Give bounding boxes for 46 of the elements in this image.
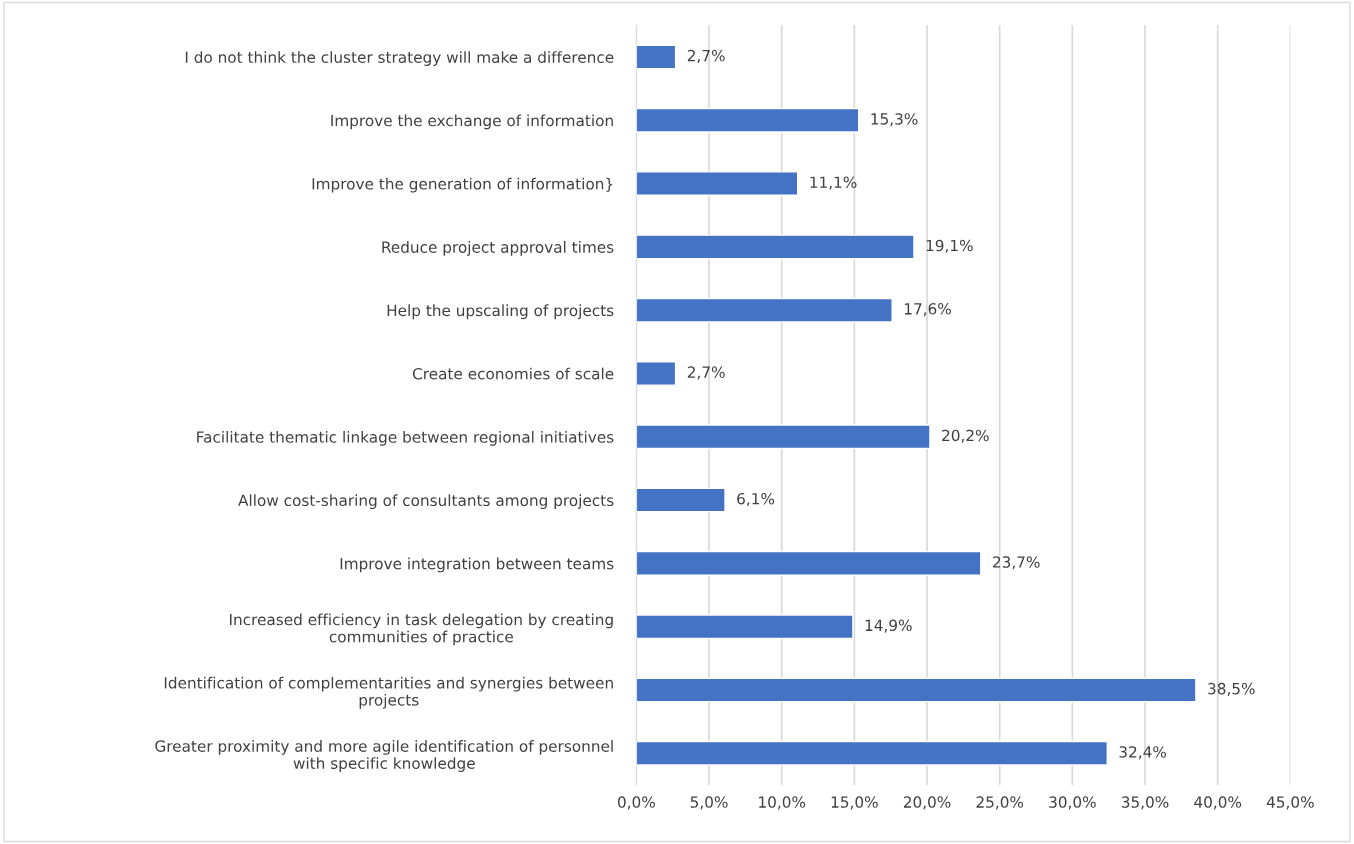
bar: [636, 677, 1197, 703]
bar: [636, 614, 854, 640]
data-label: 32,4%: [1119, 746, 1167, 760]
bar: [636, 107, 860, 133]
y-tick-label: Create economies of scale: [412, 367, 614, 380]
data-label: 38,5%: [1208, 682, 1255, 696]
data-label: 15,3%: [871, 113, 918, 127]
y-tick-label: Allow cost-sharing of consultants among projects: [238, 494, 614, 510]
bar: [636, 234, 915, 260]
y-tick-label: Greater proximity and more agile identification of personnel with specific knowledge: [155, 740, 613, 772]
x-tick-label: 15,0%: [831, 796, 878, 810]
data-label: 6,1%: [737, 492, 775, 507]
data-label: 14,9%: [865, 619, 912, 633]
y-tick-label: I do not think the cluster strategy will make a difference: [185, 51, 614, 66]
data-label: 19,1%: [926, 239, 973, 253]
y-tick-label: Identification of complementarities and synergies between projects: [164, 676, 613, 709]
y-tick-label: Improve integration between teams: [340, 557, 614, 573]
y-tick-label: Facilitate thematic linkage between regional initiatives: [197, 430, 614, 446]
bar: [636, 550, 982, 576]
x-tick-label: 35,0%: [1121, 796, 1169, 810]
data-label: 20,2%: [942, 429, 989, 443]
bar: [636, 297, 893, 323]
data-label: 2,7%: [687, 49, 725, 63]
data-label: 11,1%: [810, 176, 857, 190]
bar: [636, 44, 677, 70]
y-tick-label: Improve the exchange of information: [331, 114, 613, 130]
data-label: 2,7%: [687, 366, 725, 380]
x-tick-label: 20,0%: [903, 796, 951, 810]
y-tick-label: Help the upscaling of projects: [387, 304, 614, 320]
y-tick-label: Improve the generation of information}: [312, 177, 613, 193]
data-label: 23,7%: [993, 556, 1040, 570]
data-label: 17,6%: [904, 303, 951, 317]
x-tick-label: 45,0%: [1266, 796, 1314, 810]
bar: [636, 171, 799, 196]
x-tick-label: 0,0%: [617, 796, 655, 810]
x-tick-label: 30,0%: [1049, 796, 1096, 810]
bar: [636, 361, 677, 386]
bar: [636, 424, 931, 450]
x-tick-label: 5,0%: [690, 796, 728, 810]
x-tick-label: 25,0%: [976, 796, 1024, 810]
x-tick-label: 40,0%: [1194, 796, 1242, 810]
y-tick-label: Increased efficiency in task delegation by creating communities of practice: [229, 613, 613, 646]
x-tick-label: 10,0%: [759, 796, 806, 810]
y-tick-label: Reduce project approval times: [382, 241, 614, 256]
bar: [636, 487, 726, 513]
bar: [636, 740, 1108, 766]
